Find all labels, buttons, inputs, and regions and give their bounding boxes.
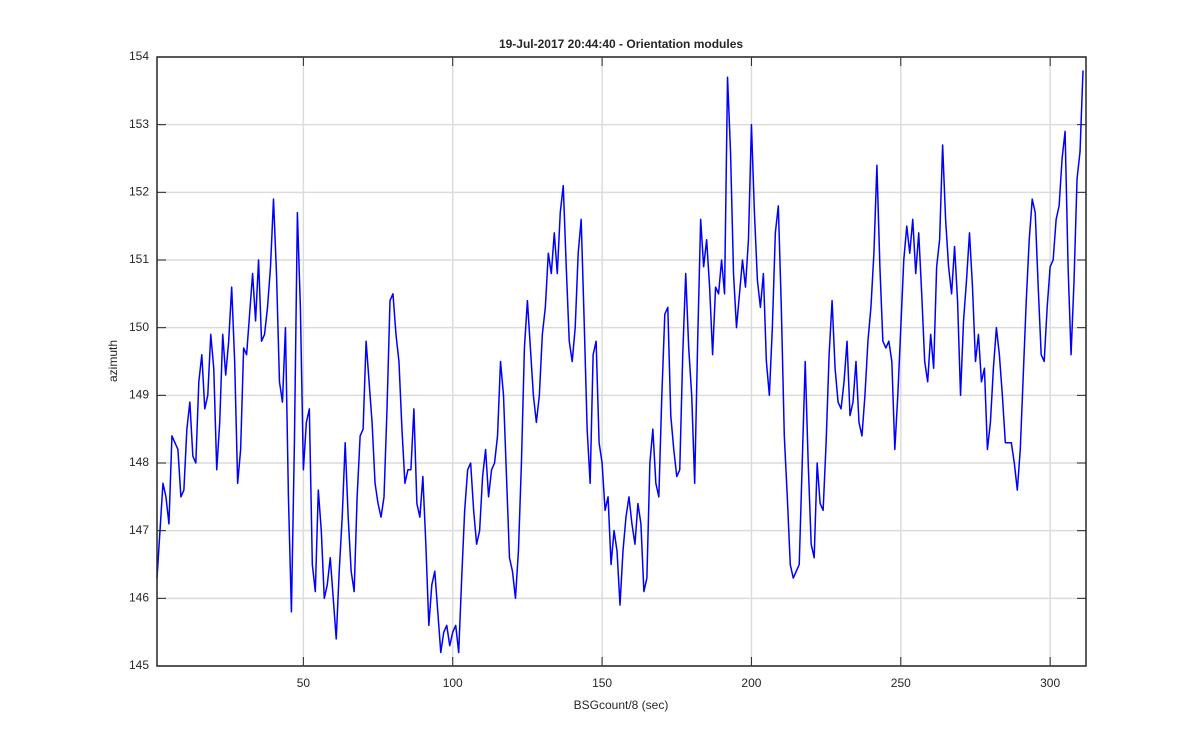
x-tick-label: 300 xyxy=(1040,676,1060,690)
x-tick-label: 100 xyxy=(443,676,463,690)
x-axis-label: BSGcount/8 (sec) xyxy=(574,698,669,712)
y-tick-label: 147 xyxy=(129,523,149,537)
x-tick-label: 250 xyxy=(891,676,911,690)
data-line xyxy=(156,70,1084,654)
x-tick-label: 200 xyxy=(741,676,761,690)
x-tick-label: 150 xyxy=(592,676,612,690)
y-tick-label: 146 xyxy=(129,591,149,605)
y-tick-label: 145 xyxy=(129,658,149,672)
y-tick-label: 151 xyxy=(129,252,149,266)
chart-title: 19-Jul-2017 20:44:40 - Orientation modul… xyxy=(499,37,743,51)
axes-box xyxy=(156,56,1087,667)
y-tick-label: 152 xyxy=(129,185,149,199)
x-tick-label: 50 xyxy=(297,676,311,690)
y-tick-label: 150 xyxy=(129,320,149,334)
y-tick-label: 149 xyxy=(129,388,149,402)
y-tick-label: 154 xyxy=(129,49,149,63)
y-tick-label: 153 xyxy=(129,117,149,131)
y-tick-label: 148 xyxy=(129,455,149,469)
y-axis-label: azimuth xyxy=(106,340,120,382)
